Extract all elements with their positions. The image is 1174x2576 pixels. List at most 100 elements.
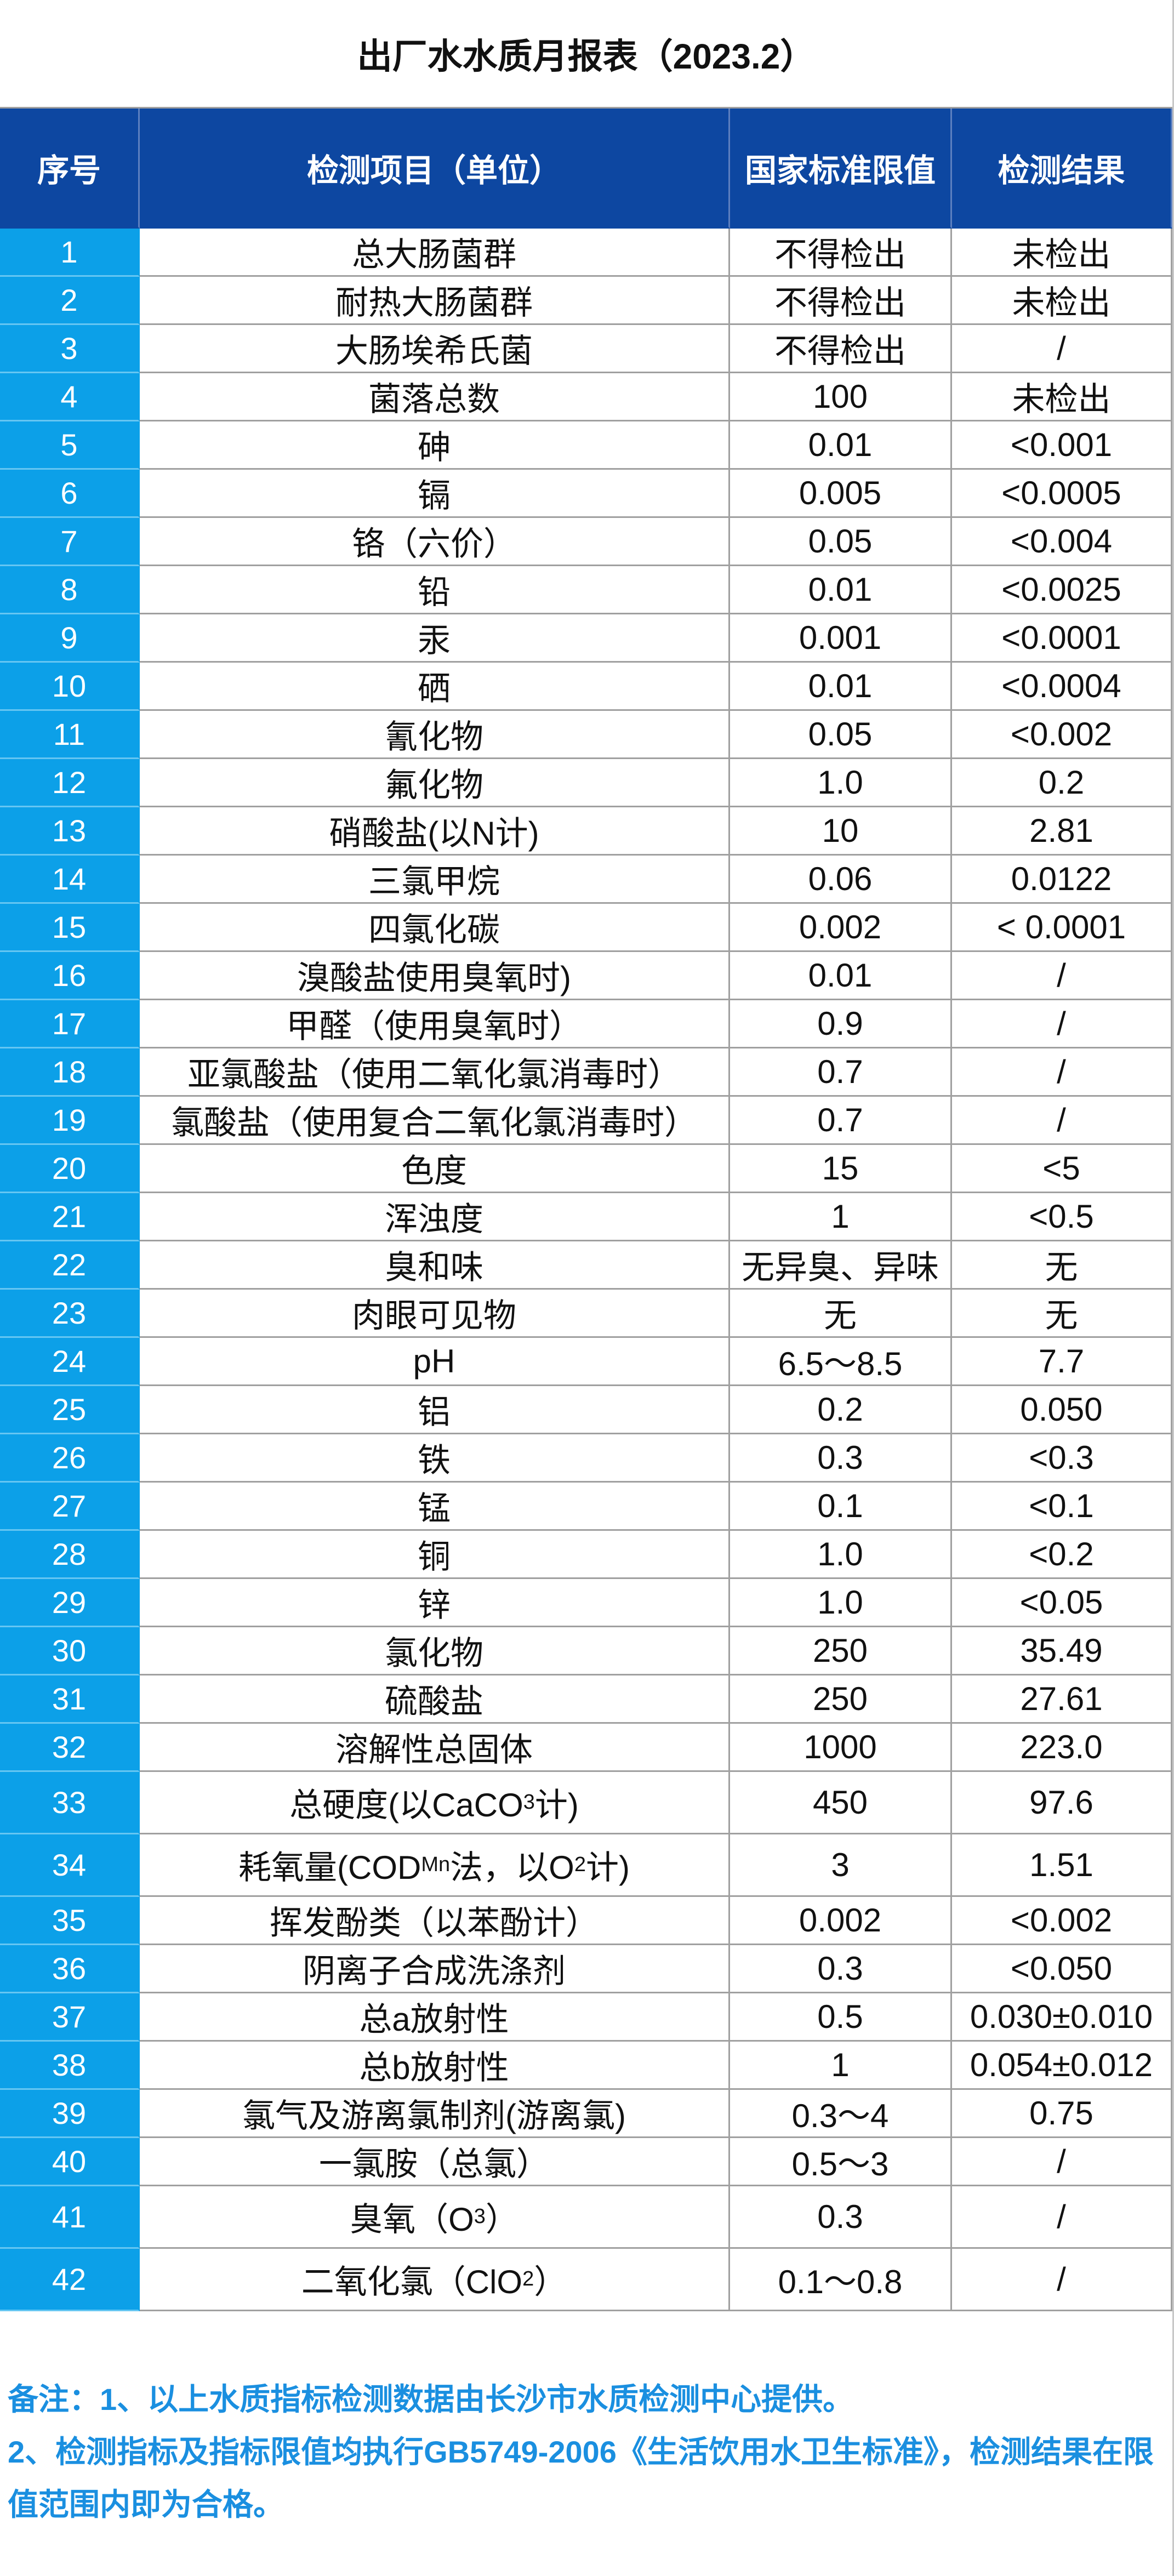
row-number: 32 (0, 1724, 140, 1772)
test-result: 0.0122 (952, 856, 1172, 904)
test-result: <0.050 (952, 1945, 1172, 1993)
standard-limit: 0.5 (730, 1993, 952, 2042)
header-cell: 检测结果 (952, 109, 1172, 229)
table-row: 25 铝 0.2 0.050 (0, 1386, 1172, 1434)
row-number: 20 (0, 1145, 140, 1193)
test-result: / (952, 2249, 1172, 2311)
subscript: 3 (523, 1791, 535, 1814)
test-result: <0.0005 (952, 470, 1172, 518)
standard-limit: 1 (730, 2042, 952, 2090)
text-part: 二氧化氯（ClO (301, 2264, 523, 2300)
test-result: 0.054±0.012 (952, 2042, 1172, 2090)
test-result: 223.0 (952, 1724, 1172, 1772)
table-row: 15 四氯化碳 0.002 < 0.0001 (0, 904, 1172, 952)
test-result: <0.0025 (952, 566, 1172, 614)
standard-limit: 无异臭、异味 (730, 1241, 952, 1290)
table-row: 9 汞 0.001 <0.0001 (0, 614, 1172, 663)
table-row: 12 氟化物 1.0 0.2 (0, 759, 1172, 807)
row-number: 26 (0, 1434, 140, 1483)
water-quality-table: 序号 检测项目（单位） 国家标准限值 检测结果 1 总大肠菌群 不得检出 未检出 2 耐热大肠菌群… (0, 109, 1172, 2311)
standard-limit: 0.001 (730, 614, 952, 663)
row-number: 23 (0, 1290, 140, 1338)
row-number: 1 (0, 229, 140, 277)
standard-limit: 0.5～3 (730, 2138, 952, 2186)
table-row: 37 总a放射性 0.5 0.030±0.010 (0, 1993, 1172, 2042)
item-name: 氯气及游离氯制剂(游离氯) (140, 2090, 730, 2138)
table-row: 19 氯酸盐（使用复合二氧化氯消毒时） 0.7/ (0, 1097, 1172, 1145)
test-result: 0.75 (952, 2090, 1172, 2138)
standard-limit: 0.3 (730, 1434, 952, 1483)
item-name: 铬（六价） (140, 518, 730, 566)
text-part: 总硬度(以CaCO (289, 1787, 523, 1823)
row-number: 33 (0, 1772, 140, 1834)
table-row: 22 臭和味 无异臭、异味无 (0, 1241, 1172, 1290)
item-name: 总大肠菌群 (140, 229, 730, 277)
item-name: 亚氯酸盐（使用二氧化氯消毒时） (140, 1048, 730, 1097)
row-number: 42 (0, 2249, 140, 2311)
row-number: 24 (0, 1338, 140, 1386)
row-number: 39 (0, 2090, 140, 2138)
item-name: 溶解性总固体 (140, 1724, 730, 1772)
row-number: 11 (0, 711, 140, 759)
test-result: <0.0001 (952, 614, 1172, 663)
row-number: 18 (0, 1048, 140, 1097)
row-number: 4 (0, 373, 140, 421)
table-row: 6 镉 0.005 <0.0005 (0, 470, 1172, 518)
table-row: 17 甲醛（使用臭氧时） 0.9/ (0, 1000, 1172, 1048)
row-number: 34 (0, 1834, 140, 1897)
row-number: 37 (0, 1993, 140, 2042)
standard-limit: 250 (730, 1627, 952, 1675)
test-result: <0.05 (952, 1579, 1172, 1627)
row-number: 35 (0, 1897, 140, 1945)
table-row: 41 臭氧（O 3） 0.3/ (0, 2186, 1172, 2249)
item-name: 氰化物 (140, 711, 730, 759)
row-number: 22 (0, 1241, 140, 1290)
row-number: 3 (0, 325, 140, 373)
standard-limit: 10 (730, 807, 952, 856)
test-result: <0.2 (952, 1531, 1172, 1579)
text-part: ） (534, 2264, 567, 2300)
item-name: 耗氧量(COD Mn 法，以O 2 计) (140, 1834, 730, 1897)
table-row: 35 挥发酚类（以苯酚计） 0.002 <0.002 (0, 1897, 1172, 1945)
subscript: 3 (474, 2205, 486, 2228)
item-name: 砷 (140, 421, 730, 470)
item-name: 一氯胺（总氯） (140, 2138, 730, 2186)
item-name: 硒 (140, 663, 730, 711)
text-part: ） (485, 2201, 518, 2238)
test-result: 未检出 (952, 229, 1172, 277)
test-result: 7.7 (952, 1338, 1172, 1386)
standard-limit: 0.06 (730, 856, 952, 904)
table-row: 26 铁 0.3 <0.3 (0, 1434, 1172, 1483)
standard-limit: 250 (730, 1675, 952, 1724)
item-name: 大肠埃希氏菌 (140, 325, 730, 373)
table-row: 20 色度 15 <5 (0, 1145, 1172, 1193)
text-part: 臭氧（O (350, 2201, 474, 2238)
item-name: 总b放射性 (140, 2042, 730, 2090)
row-number: 12 (0, 759, 140, 807)
row-number: 9 (0, 614, 140, 663)
standard-limit: 1.0 (730, 1579, 952, 1627)
test-result: 无 (952, 1241, 1172, 1290)
row-number: 41 (0, 2186, 140, 2249)
standard-limit: 0.7 (730, 1048, 952, 1097)
item-name: 锌 (140, 1579, 730, 1627)
table-row: 16 溴酸盐使用臭氧时) 0.01/ (0, 952, 1172, 1000)
table-row: 4 菌落总数 100 未检出 (0, 373, 1172, 421)
standard-limit: 6.5～8.5 (730, 1338, 952, 1386)
row-number: 10 (0, 663, 140, 711)
row-number: 7 (0, 518, 140, 566)
test-result: <0.3 (952, 1434, 1172, 1483)
standard-limit: 0.01 (730, 952, 952, 1000)
test-result: / (952, 2138, 1172, 2186)
row-number: 28 (0, 1531, 140, 1579)
item-name: 硫酸盐 (140, 1675, 730, 1724)
test-result: <0.002 (952, 711, 1172, 759)
row-number: 38 (0, 2042, 140, 2090)
item-name: 挥发酚类（以苯酚计） (140, 1897, 730, 1945)
subscript: Mn (421, 1853, 451, 1876)
standard-limit: 0.002 (730, 904, 952, 952)
test-result: 0.050 (952, 1386, 1172, 1434)
standard-limit: 无 (730, 1290, 952, 1338)
row-number: 36 (0, 1945, 140, 1993)
table-row: 34 耗氧量(COD Mn 法，以O 2 计) 3 1.51 (0, 1834, 1172, 1897)
